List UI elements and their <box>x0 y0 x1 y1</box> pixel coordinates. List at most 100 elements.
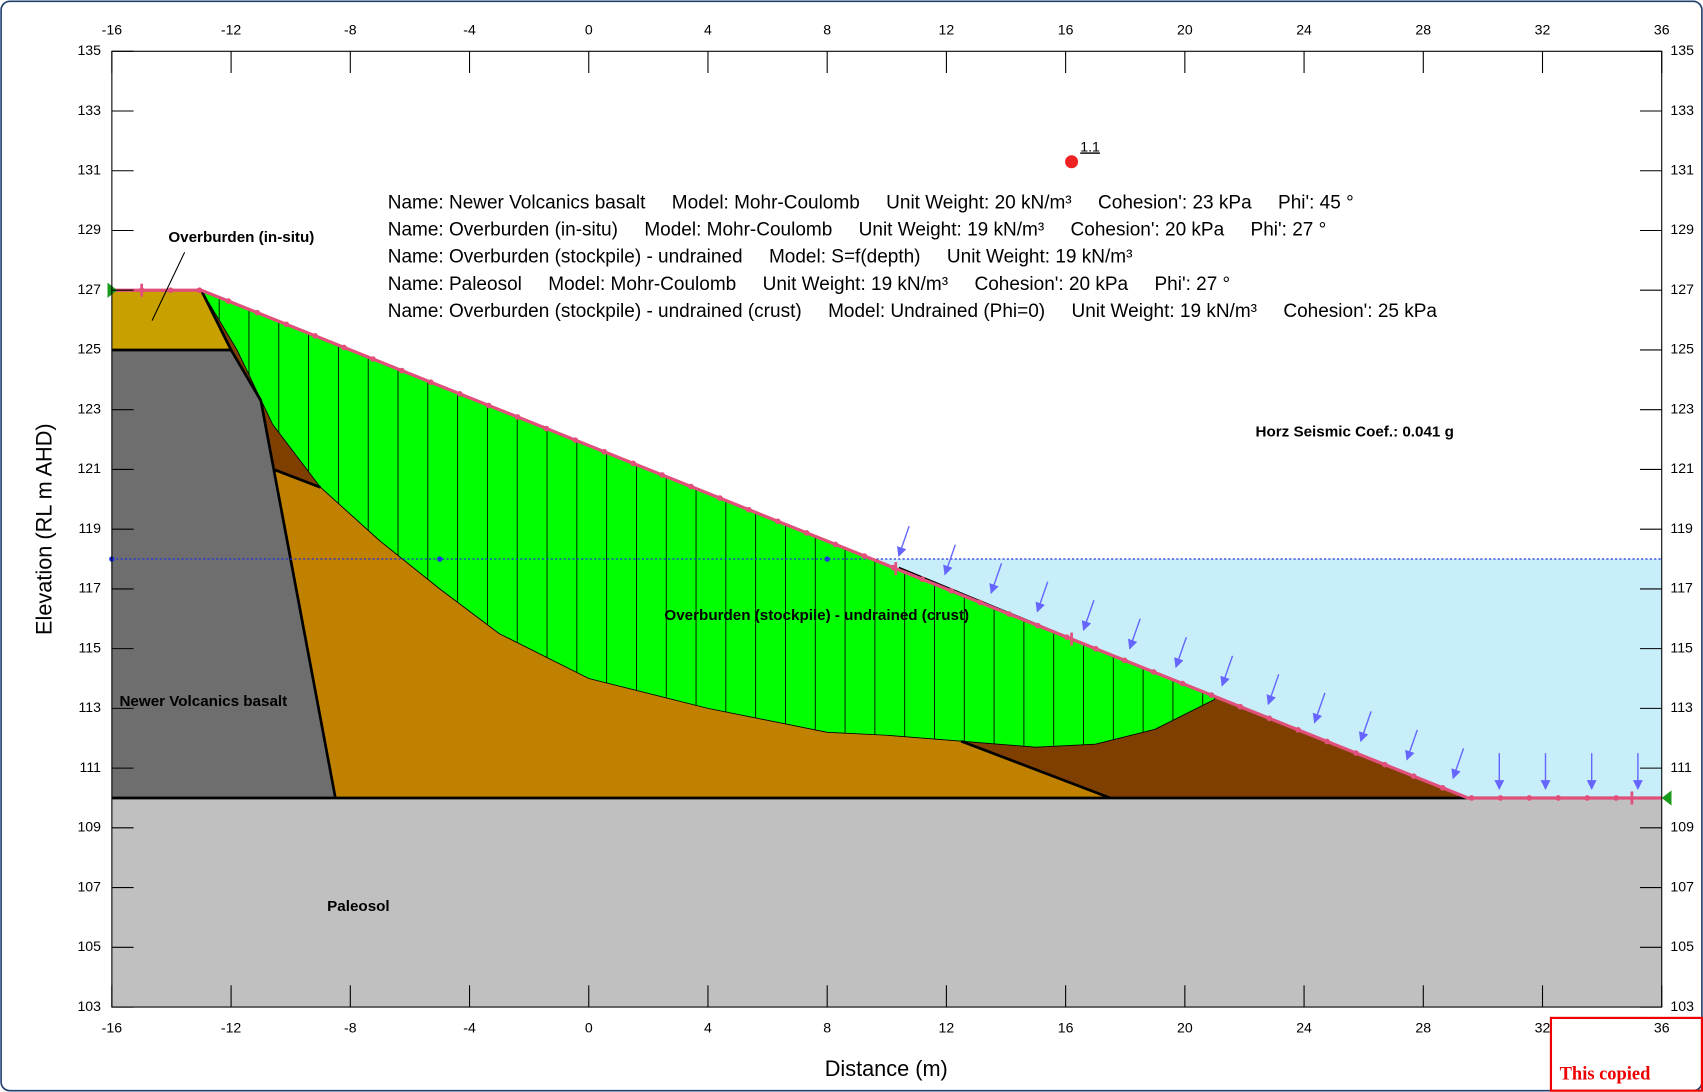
x-axis-label: Distance (m) <box>825 1056 948 1081</box>
x-tick-label-top: 28 <box>1415 21 1431 37</box>
surface-node <box>226 298 232 304</box>
material-label: Overburden (stockpile) - undrained (crus… <box>664 607 969 624</box>
surface-node <box>601 449 607 455</box>
x-tick-label-top: -4 <box>463 21 476 37</box>
surface-node <box>312 333 318 339</box>
x-tick-label-top: 32 <box>1535 21 1551 37</box>
surface-node <box>862 553 868 559</box>
chart: Elevation (RL m AHD) Distance (m) This c… <box>0 0 1703 1092</box>
material-label: Paleosol <box>327 898 389 915</box>
x-tick-label: -8 <box>344 1020 357 1036</box>
y-tick-label-right: 113 <box>1670 699 1693 715</box>
water-point <box>824 556 829 561</box>
surface-node <box>1295 727 1301 733</box>
surface-node <box>1324 739 1330 745</box>
x-tick-label: 8 <box>823 1020 831 1036</box>
x-tick-label: 24 <box>1296 1020 1312 1036</box>
y-tick-label-right: 129 <box>1670 221 1694 237</box>
x-tick-label-top: 12 <box>939 21 955 37</box>
surface-node <box>515 414 521 420</box>
surface-node <box>1122 658 1128 664</box>
y-tick-label-right: 125 <box>1670 341 1694 357</box>
surface-node <box>1006 611 1012 617</box>
x-tick-label-top: 8 <box>823 21 831 37</box>
x-tick-label: 36 <box>1654 1020 1670 1036</box>
y-tick-label-right: 119 <box>1670 520 1693 536</box>
x-tick-label: 16 <box>1058 1020 1074 1036</box>
y-tick-label: 113 <box>79 699 102 715</box>
water-point <box>437 556 442 561</box>
y-tick-label: 129 <box>77 221 101 237</box>
surface-node <box>1093 646 1099 652</box>
y-tick-label: 121 <box>77 460 101 476</box>
material-properties: Name: Overburden (stockpile) - undrained… <box>388 247 1133 268</box>
x-tick-label: 20 <box>1177 1020 1193 1036</box>
y-tick-label-right: 127 <box>1670 281 1694 297</box>
surface-node <box>283 321 289 327</box>
y-tick-label: 103 <box>77 998 101 1014</box>
y-tick-label: 123 <box>77 400 101 416</box>
surface-node <box>486 403 492 409</box>
x-tick-label-top: 36 <box>1654 21 1670 37</box>
surface-node <box>688 484 694 490</box>
surface-node <box>428 379 434 385</box>
seismic-coefficient: Horz Seismic Coef.: 0.041 g <box>1256 424 1454 441</box>
y-tick-label-right: 107 <box>1670 878 1694 894</box>
surface-node <box>977 600 983 606</box>
y-tick-label-right: 133 <box>1670 102 1694 118</box>
y-tick-label: 125 <box>77 341 101 357</box>
surface-node <box>1035 623 1041 629</box>
x-tick-label: -16 <box>102 1020 123 1036</box>
slip-centre <box>1065 155 1078 168</box>
material-label: Overburden (in-situ) <box>168 229 314 246</box>
surface-node <box>544 426 550 432</box>
surface-node <box>1469 795 1475 801</box>
y-tick-label-right: 121 <box>1670 460 1694 476</box>
surface-node <box>1527 795 1533 801</box>
surface-node <box>457 391 463 397</box>
surface-node <box>659 472 665 478</box>
material-properties: Name: Newer Volcanics basalt Model: Mohr… <box>388 192 1354 213</box>
y-tick-label-right: 103 <box>1670 998 1694 1014</box>
x-tick-label-top: -8 <box>344 21 357 37</box>
y-tick-label-right: 123 <box>1670 400 1694 416</box>
surface-node <box>1613 795 1619 801</box>
y-tick-label: 127 <box>77 281 101 297</box>
surface-node <box>717 495 723 501</box>
x-tick-label-top: -12 <box>221 21 242 37</box>
material-properties: Name: Overburden (stockpile) - undrained… <box>388 301 1438 322</box>
material-properties: Name: Paleosol Model: Mohr-Coulomb Unit … <box>388 274 1230 295</box>
surface-node <box>1151 669 1157 675</box>
x-tick-label-top: 20 <box>1177 21 1193 37</box>
y-tick-label: 131 <box>77 161 101 177</box>
y-tick-label: 109 <box>77 819 101 835</box>
surface-node <box>1237 704 1243 710</box>
x-tick-label: -4 <box>463 1020 476 1036</box>
y-tick-label-right: 115 <box>1670 639 1693 655</box>
y-tick-label: 119 <box>79 520 102 536</box>
surface-node <box>746 507 752 513</box>
factor-of-safety: 1.1 <box>1080 138 1100 154</box>
surface-node <box>399 368 405 374</box>
surface-node <box>1382 762 1388 768</box>
x-tick-label: 28 <box>1415 1020 1431 1036</box>
surface-node <box>1584 795 1590 801</box>
y-tick-label-right: 135 <box>1670 42 1694 58</box>
surface-node <box>775 518 781 524</box>
x-tick-label-top: 16 <box>1058 21 1074 37</box>
x-tick-label: -12 <box>221 1020 242 1036</box>
x-tick-label-top: 4 <box>704 21 712 37</box>
x-tick-label-top: 0 <box>585 21 593 37</box>
y-axis-label: Elevation (RL m AHD) <box>31 423 56 635</box>
notice: This copied <box>1560 1064 1651 1084</box>
y-tick-label: 107 <box>77 878 101 894</box>
surface-node <box>1064 634 1070 640</box>
surface-node <box>573 437 579 443</box>
surface-node <box>1498 795 1504 801</box>
surface-node <box>254 310 260 316</box>
y-tick-label-right: 117 <box>1670 580 1693 596</box>
surface-node <box>1180 681 1186 687</box>
y-tick-label: 135 <box>77 42 101 58</box>
surface-node <box>919 576 925 582</box>
y-tick-label: 105 <box>77 938 101 954</box>
